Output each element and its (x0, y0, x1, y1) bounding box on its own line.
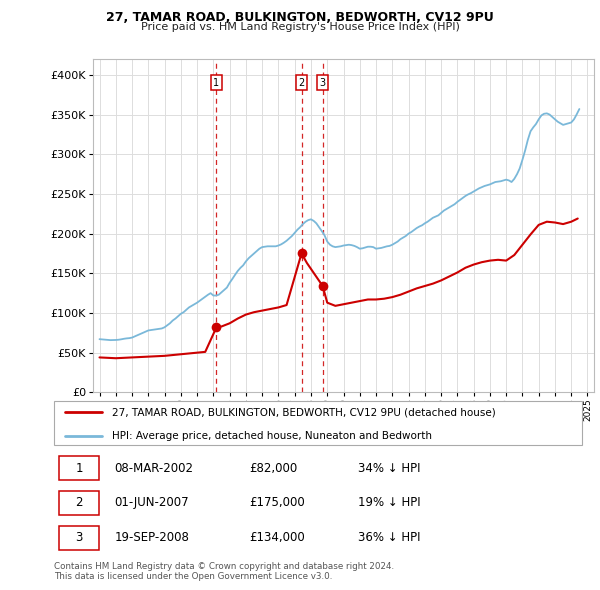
Text: 2: 2 (298, 78, 305, 88)
Text: 3: 3 (320, 78, 326, 88)
Text: 1: 1 (214, 78, 220, 88)
Text: 19% ↓ HPI: 19% ↓ HPI (358, 496, 420, 510)
Text: 01-JUN-2007: 01-JUN-2007 (115, 496, 190, 510)
Text: Contains HM Land Registry data © Crown copyright and database right 2024.: Contains HM Land Registry data © Crown c… (54, 562, 394, 571)
Text: 19-SEP-2008: 19-SEP-2008 (115, 532, 190, 545)
Text: 36% ↓ HPI: 36% ↓ HPI (358, 532, 420, 545)
Text: 08-MAR-2002: 08-MAR-2002 (115, 461, 194, 474)
Text: £175,000: £175,000 (250, 496, 305, 510)
Text: HPI: Average price, detached house, Nuneaton and Bedworth: HPI: Average price, detached house, Nune… (112, 431, 432, 441)
Text: 34% ↓ HPI: 34% ↓ HPI (358, 461, 420, 474)
Text: £134,000: £134,000 (250, 532, 305, 545)
Text: 27, TAMAR ROAD, BULKINGTON, BEDWORTH, CV12 9PU (detached house): 27, TAMAR ROAD, BULKINGTON, BEDWORTH, CV… (112, 407, 496, 417)
Text: 27, TAMAR ROAD, BULKINGTON, BEDWORTH, CV12 9PU: 27, TAMAR ROAD, BULKINGTON, BEDWORTH, CV… (106, 11, 494, 24)
Text: 1: 1 (76, 461, 83, 474)
Text: Price paid vs. HM Land Registry's House Price Index (HPI): Price paid vs. HM Land Registry's House … (140, 22, 460, 32)
Text: £82,000: £82,000 (250, 461, 298, 474)
Bar (59, 491, 99, 515)
Bar (59, 456, 99, 480)
Text: 2: 2 (76, 496, 83, 510)
Bar (59, 526, 99, 550)
Text: 3: 3 (76, 532, 83, 545)
Text: This data is licensed under the Open Government Licence v3.0.: This data is licensed under the Open Gov… (54, 572, 332, 581)
